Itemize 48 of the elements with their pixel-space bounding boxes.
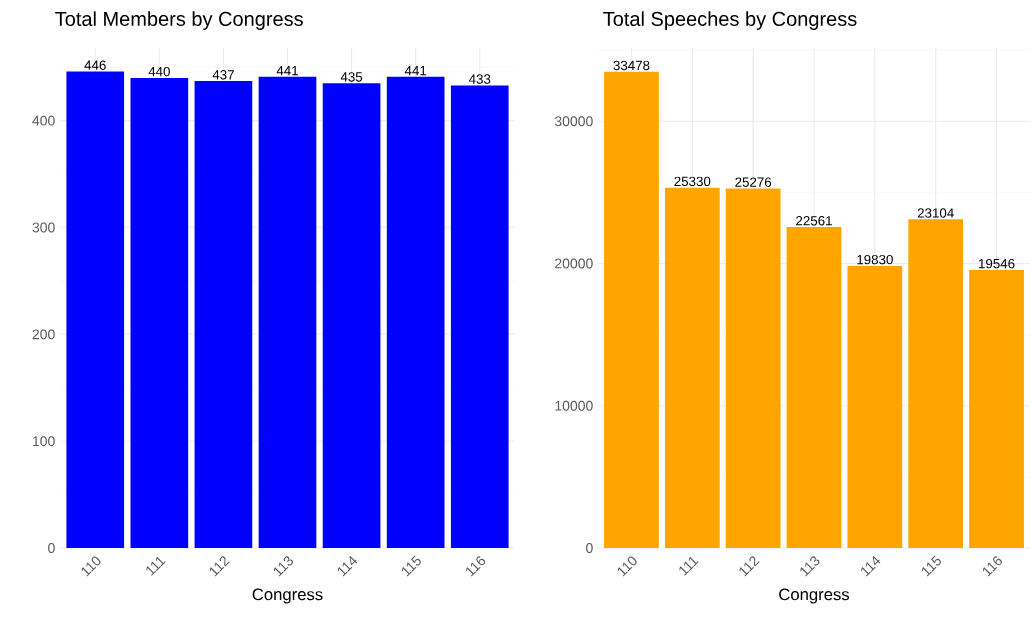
data-label: 440 xyxy=(148,66,170,77)
x-tick-label: 114 xyxy=(861,555,881,577)
x-tick-label: 111 xyxy=(679,556,699,576)
data-label: 441 xyxy=(276,66,298,76)
bar xyxy=(604,71,659,548)
chart-title: Total Speeches by Congress xyxy=(603,11,857,30)
data-label: 33478 xyxy=(613,60,650,71)
x-tick-label: 111 xyxy=(146,556,166,576)
data-label: 435 xyxy=(340,72,363,82)
data-label: 441 xyxy=(404,66,427,76)
x-axis-title: Congress xyxy=(252,588,323,604)
data-label: 22561 xyxy=(796,216,832,226)
data-label: 23104 xyxy=(917,208,954,218)
bar xyxy=(664,187,720,548)
chart-title: Total Members by Congress xyxy=(55,11,303,30)
data-label: 437 xyxy=(212,70,234,80)
x-tick-label: 112 xyxy=(209,556,230,577)
data-label: 19830 xyxy=(857,254,893,265)
bar xyxy=(725,188,781,548)
data-label: 25276 xyxy=(735,177,772,187)
bar xyxy=(847,265,903,548)
y-tick-label: 200 xyxy=(32,329,55,340)
data-label: 446 xyxy=(84,60,106,70)
y-tick-label: 10000 xyxy=(555,400,593,411)
y-tick-label: 0 xyxy=(48,543,55,553)
x-tick-label: 110 xyxy=(617,556,637,577)
y-tick-label: 0 xyxy=(586,543,593,553)
bar xyxy=(969,269,1024,548)
x-tick-label: 113 xyxy=(273,556,293,577)
y-tick-label: 100 xyxy=(33,436,55,447)
x-tick-label: 110 xyxy=(81,556,101,577)
x-axis-title: Congress xyxy=(779,588,850,604)
x-tick-label: 115 xyxy=(921,555,941,577)
x-tick-label: 115 xyxy=(401,555,421,577)
y-tick-label: 30000 xyxy=(554,116,593,127)
x-tick-label: 113 xyxy=(800,556,820,577)
x-tick-label: 112 xyxy=(739,556,760,577)
data-label: 19546 xyxy=(979,258,1015,269)
data-label: 25330 xyxy=(674,176,711,187)
bar xyxy=(908,219,964,548)
x-tick-label: 114 xyxy=(337,555,358,577)
x-tick-label: 116 xyxy=(466,556,486,577)
data-label: 433 xyxy=(468,74,491,84)
bar xyxy=(786,227,842,548)
y-tick-label: 300 xyxy=(32,222,55,233)
y-tick-label: 20000 xyxy=(555,258,593,269)
x-tick-label: 116 xyxy=(982,556,1002,577)
y-tick-label: 400 xyxy=(32,115,55,126)
